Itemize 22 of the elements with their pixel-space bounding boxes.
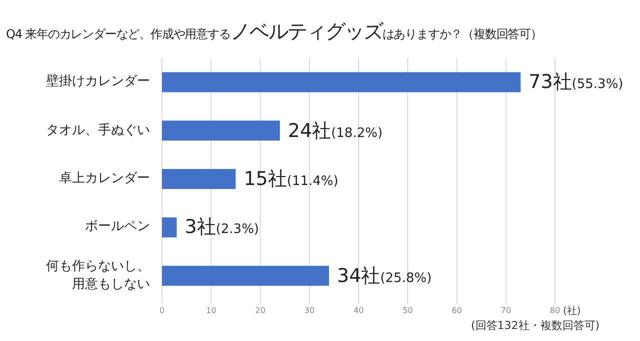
category: ボールペン	[84, 218, 150, 236]
xtick: 0	[160, 306, 165, 315]
category: 卓上カレンダー	[58, 170, 150, 188]
category: 壁掛けカレンダー	[45, 73, 150, 92]
xlabel: (社)	[563, 304, 581, 318]
title: Q4 来年のカレンダーなど、作成や用意するノベルティグッズはありますか？（複数回答可）	[6, 18, 542, 45]
value-label: 73社(55.3%)	[528, 70, 624, 96]
xtick: 20	[255, 306, 266, 315]
value-label: 3社(2.3%)	[184, 215, 259, 240]
xtick: 80	[550, 306, 560, 315]
xtick: 70	[500, 306, 512, 315]
value-label: 34社(25.8%)	[337, 264, 432, 289]
annotation: (回答132社・複数回答可)	[471, 318, 600, 333]
xtick: 40	[354, 306, 364, 315]
xtick: 30	[304, 306, 315, 315]
xtick: 60	[452, 306, 462, 315]
category: 何も作らないし、用意もしない	[45, 258, 150, 294]
category: タオル、手ぬぐい	[45, 122, 150, 140]
value-label: 15社(11.4%)	[244, 167, 338, 192]
xtick: 10	[206, 306, 216, 315]
xtick: 50	[402, 306, 413, 315]
value-label: 24社(18.2%)	[288, 118, 383, 144]
